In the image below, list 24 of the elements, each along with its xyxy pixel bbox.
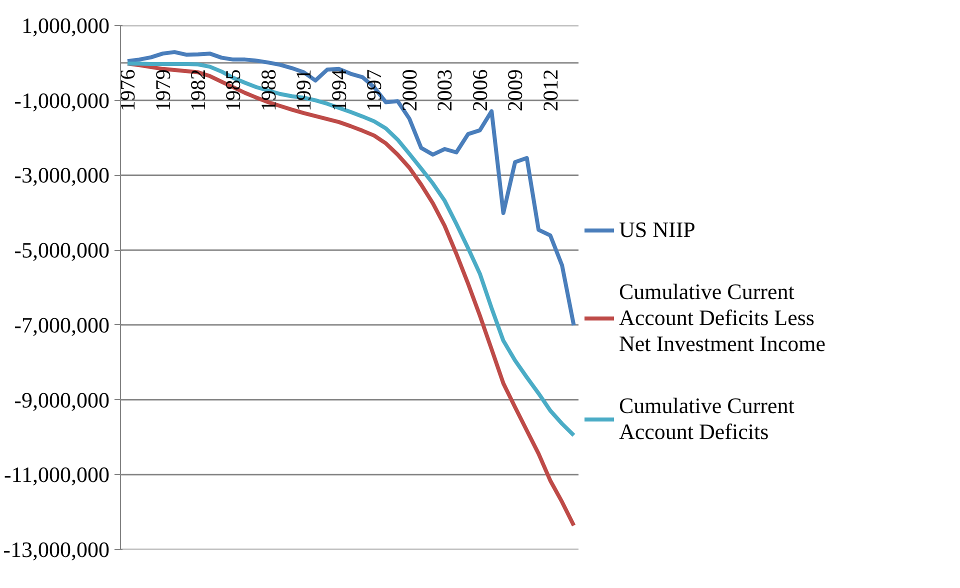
legend-label: Cumulative Current Account Deficits Less Net Investment Income — [619, 279, 826, 357]
x-tick-label: 1994 — [326, 68, 351, 112]
y-tick-label: -5,000,000 — [14, 238, 110, 263]
x-tick-label: 1991 — [292, 69, 316, 112]
x-tick-label: 2003 — [432, 69, 457, 112]
y-tick-label: -13,000,000 — [3, 537, 110, 562]
y-tick-label: -9,000,000 — [14, 387, 110, 412]
x-tick-label: 1988 — [256, 69, 280, 112]
x-tick-label: 1979 — [150, 69, 175, 112]
y-tick-label: -7,000,000 — [14, 312, 110, 338]
legend-label: US NIIP — [619, 217, 696, 243]
y-tick-label: -1,000,000 — [14, 88, 110, 113]
x-tick-label: 2000 — [397, 69, 422, 112]
x-tick-label: 2006 — [468, 69, 492, 112]
x-tick-label: 2009 — [503, 69, 528, 112]
x-tick-label: 1985 — [221, 69, 246, 112]
x-tick-label: 1982 — [186, 69, 210, 112]
x-tick-label: 2012 — [538, 69, 562, 112]
y-tick-label: -11,000,000 — [4, 462, 110, 488]
y-tick-label: 1,000,000 — [22, 13, 110, 38]
x-tick-label: 1997 — [362, 69, 386, 112]
x-tick-label: 1976 — [116, 69, 140, 112]
legend-label: Cumulative Current Account Deficits — [619, 393, 794, 445]
y-tick-label: -3,000,000 — [14, 162, 110, 188]
